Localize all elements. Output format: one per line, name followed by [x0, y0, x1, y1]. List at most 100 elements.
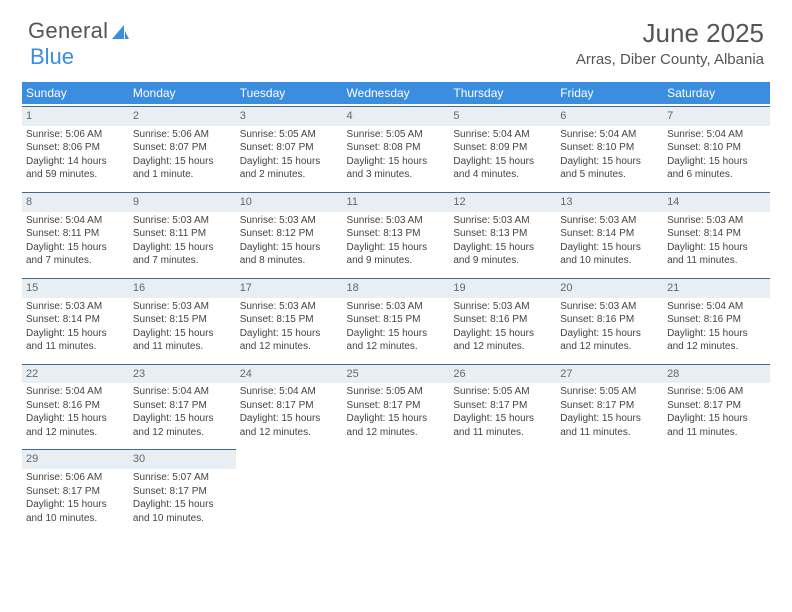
daylight-line: Daylight: 15 hours and 9 minutes. [347, 241, 446, 268]
sunrise-line: Sunrise: 5:04 AM [133, 385, 232, 399]
daylight-line: Daylight: 15 hours and 9 minutes. [453, 241, 552, 268]
day-number: 3 [236, 106, 343, 126]
sunset-line: Sunset: 8:10 PM [560, 141, 659, 155]
sunrise-line: Sunrise: 5:03 AM [26, 300, 125, 314]
sunset-line: Sunset: 8:08 PM [347, 141, 446, 155]
daylight-line: Daylight: 15 hours and 12 minutes. [667, 327, 766, 354]
day-number: 16 [129, 278, 236, 298]
daylight-line: Daylight: 15 hours and 11 minutes. [133, 327, 232, 354]
calendar-body: 1Sunrise: 5:06 AMSunset: 8:06 PMDaylight… [22, 104, 770, 533]
daylight-line: Daylight: 15 hours and 11 minutes. [667, 241, 766, 268]
sunset-line: Sunset: 8:17 PM [133, 399, 232, 413]
daylight-line: Daylight: 15 hours and 12 minutes. [560, 327, 659, 354]
sunrise-line: Sunrise: 5:03 AM [560, 300, 659, 314]
sunrise-line: Sunrise: 5:04 AM [240, 385, 339, 399]
logo-sail-icon [110, 23, 130, 41]
day-number: 21 [663, 278, 770, 298]
calendar-day-cell: 19Sunrise: 5:03 AMSunset: 8:16 PMDayligh… [449, 276, 556, 362]
sunset-line: Sunset: 8:17 PM [347, 399, 446, 413]
sunrise-line: Sunrise: 5:05 AM [347, 385, 446, 399]
calendar-day-cell: 25Sunrise: 5:05 AMSunset: 8:17 PMDayligh… [343, 362, 450, 448]
sunset-line: Sunset: 8:17 PM [133, 485, 232, 499]
daylight-line: Daylight: 15 hours and 12 minutes. [240, 327, 339, 354]
daylight-line: Daylight: 15 hours and 12 minutes. [347, 327, 446, 354]
calendar-day-cell: 23Sunrise: 5:04 AMSunset: 8:17 PMDayligh… [129, 362, 236, 448]
day-number: 4 [343, 106, 450, 126]
calendar-day-cell: 30 Sunrise: 5:07 AMSunset: 8:17 PMDayligh… [129, 447, 236, 533]
daylight-line: Daylight: 15 hours and 12 minutes. [133, 412, 232, 439]
logo-text-2: Blue [30, 44, 74, 70]
day-number: 20 [556, 278, 663, 298]
sunrise-line: Sunrise: 5:05 AM [560, 385, 659, 399]
calendar-day-cell: 8Sunrise: 5:04 AMSunset: 8:11 PMDaylight… [22, 190, 129, 276]
daylight-line: Daylight: 15 hours and 2 minutes. [240, 155, 339, 182]
daylight-line: Daylight: 15 hours and 4 minutes. [453, 155, 552, 182]
sunrise-line: Sunrise: 5:04 AM [667, 300, 766, 314]
calendar-day-cell: 27Sunrise: 5:05 AMSunset: 8:17 PMDayligh… [556, 362, 663, 448]
sunset-line: Sunset: 8:15 PM [133, 313, 232, 327]
sunrise-line: Sunrise: 5:03 AM [240, 300, 339, 314]
daylight-line: Daylight: 15 hours and 12 minutes. [26, 412, 125, 439]
sunset-line: Sunset: 8:17 PM [560, 399, 659, 413]
sunrise-line: Sunrise: 5:05 AM [240, 128, 339, 142]
sunrise-line: Sunrise: 5:06 AM [26, 471, 125, 485]
sunrise-line: Sunrise: 5:03 AM [453, 300, 552, 314]
calendar-week-row: 8Sunrise: 5:04 AMSunset: 8:11 PMDaylight… [22, 190, 770, 276]
calendar-day-cell: 1Sunrise: 5:06 AMSunset: 8:06 PMDaylight… [22, 104, 129, 190]
day-number: 7 [663, 106, 770, 126]
logo: General [28, 18, 130, 44]
day-number: 25 [343, 364, 450, 384]
calendar-day-cell: 20Sunrise: 5:03 AMSunset: 8:16 PMDayligh… [556, 276, 663, 362]
sunrise-line: Sunrise: 5:07 AM [133, 471, 232, 485]
daylight-line: Daylight: 15 hours and 7 minutes. [26, 241, 125, 268]
sunrise-line: Sunrise: 5:04 AM [26, 385, 125, 399]
daylight-line: Daylight: 15 hours and 11 minutes. [667, 412, 766, 439]
sunset-line: Sunset: 8:17 PM [453, 399, 552, 413]
calendar-empty-cell [236, 447, 343, 533]
sunrise-line: Sunrise: 5:04 AM [667, 128, 766, 142]
sunset-line: Sunset: 8:13 PM [347, 227, 446, 241]
calendar-day-cell: 13Sunrise: 5:03 AMSunset: 8:14 PMDayligh… [556, 190, 663, 276]
sunrise-line: Sunrise: 5:03 AM [667, 214, 766, 228]
weekday-header: Sunday [22, 82, 129, 104]
page-title: June 2025 [576, 18, 764, 49]
day-number: 22 [22, 364, 129, 384]
day-number: 27 [556, 364, 663, 384]
day-number: 11 [343, 192, 450, 212]
title-block: June 2025 Arras, Diber County, Albania [576, 18, 764, 68]
calendar-day-cell: 5Sunrise: 5:04 AMSunset: 8:09 PMDaylight… [449, 104, 556, 190]
daylight-line: Daylight: 15 hours and 11 minutes. [26, 327, 125, 354]
sunset-line: Sunset: 8:16 PM [26, 399, 125, 413]
calendar-day-cell: 14Sunrise: 5:03 AMSunset: 8:14 PMDayligh… [663, 190, 770, 276]
daylight-line: Daylight: 15 hours and 11 minutes. [453, 412, 552, 439]
daylight-line: Daylight: 15 hours and 10 minutes. [133, 498, 232, 525]
sunrise-line: Sunrise: 5:03 AM [240, 214, 339, 228]
sunset-line: Sunset: 8:15 PM [347, 313, 446, 327]
daylight-line: Daylight: 15 hours and 3 minutes. [347, 155, 446, 182]
calendar-day-cell: 17Sunrise: 5:03 AMSunset: 8:15 PMDayligh… [236, 276, 343, 362]
calendar-week-row: 1Sunrise: 5:06 AMSunset: 8:06 PMDaylight… [22, 104, 770, 190]
calendar-day-cell: 9Sunrise: 5:03 AMSunset: 8:11 PMDaylight… [129, 190, 236, 276]
daylight-line: Daylight: 15 hours and 1 minute. [133, 155, 232, 182]
sunrise-line: Sunrise: 5:03 AM [453, 214, 552, 228]
sunrise-line: Sunrise: 5:03 AM [133, 214, 232, 228]
sunset-line: Sunset: 8:09 PM [453, 141, 552, 155]
daylight-line: Daylight: 15 hours and 6 minutes. [667, 155, 766, 182]
day-number: 5 [449, 106, 556, 126]
weekday-header: Saturday [663, 82, 770, 104]
calendar-day-cell: 12Sunrise: 5:03 AMSunset: 8:13 PMDayligh… [449, 190, 556, 276]
sunset-line: Sunset: 8:11 PM [26, 227, 125, 241]
sunset-line: Sunset: 8:10 PM [667, 141, 766, 155]
calendar-week-row: 29Sunrise: 5:06 AMSunset: 8:17 PMDayligh… [22, 447, 770, 533]
day-number: 9 [129, 192, 236, 212]
sunset-line: Sunset: 8:07 PM [240, 141, 339, 155]
day-number: 30 [129, 449, 236, 469]
sunset-line: Sunset: 8:17 PM [667, 399, 766, 413]
sunrise-line: Sunrise: 5:03 AM [347, 300, 446, 314]
sunset-line: Sunset: 8:12 PM [240, 227, 339, 241]
calendar-day-cell: 6Sunrise: 5:04 AMSunset: 8:10 PMDaylight… [556, 104, 663, 190]
day-number: 24 [236, 364, 343, 384]
calendar-week-row: 15Sunrise: 5:03 AMSunset: 8:14 PMDayligh… [22, 276, 770, 362]
calendar-day-cell: 26Sunrise: 5:05 AMSunset: 8:17 PMDayligh… [449, 362, 556, 448]
sunset-line: Sunset: 8:16 PM [667, 313, 766, 327]
